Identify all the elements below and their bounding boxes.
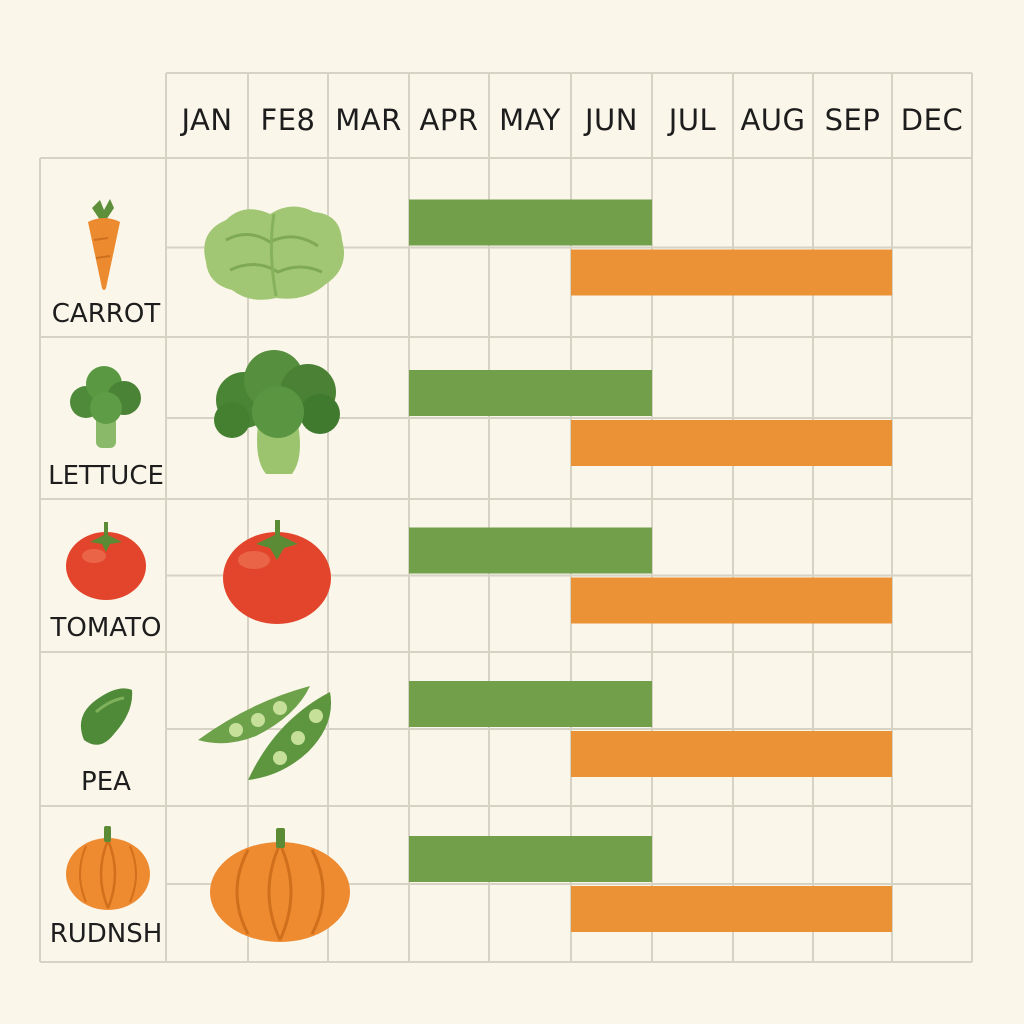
bar-orange-lettuce: [571, 420, 892, 466]
month-label: AUG: [740, 103, 805, 137]
row-illustrations: [198, 206, 350, 942]
tomato-large-icon: [223, 520, 331, 624]
row-icons: [66, 199, 150, 910]
month-label: MAY: [499, 103, 561, 137]
crop-label: RUDNSH: [50, 919, 163, 949]
pea-pod-large-icon: [198, 686, 332, 780]
crop-label: PEA: [81, 767, 131, 797]
pumpkin-large-icon: [210, 828, 350, 942]
bar-green-pea: [409, 681, 652, 727]
tomato-icon: [66, 522, 146, 600]
chart-labels: JAN FE8 MAR APR MAY JUN JUL AUG SEP DEC CARROT LETT…: [48, 103, 963, 949]
bar-orange-rudnsh: [571, 886, 892, 932]
chart-bars: [409, 199, 892, 932]
bar-orange-pea: [571, 731, 892, 777]
month-label: SEP: [825, 103, 881, 137]
crop-label: LETTUCE: [48, 461, 164, 491]
month-label: FE8: [261, 103, 316, 137]
month-label: JAN: [179, 103, 232, 137]
month-label: MAR: [335, 103, 402, 137]
month-label: JUL: [667, 103, 716, 137]
month-label: JUN: [583, 103, 638, 137]
month-label: DEC: [901, 103, 963, 137]
pea-icon: [80, 688, 133, 745]
broccoli-icon: [214, 350, 340, 474]
lettuce-icon: [70, 366, 141, 448]
cabbage-icon: [204, 206, 344, 300]
bar-green-tomato: [409, 527, 652, 574]
crop-label: TOMATO: [50, 613, 162, 643]
bar-green-carrot: [409, 199, 652, 246]
bar-green-lettuce: [409, 370, 652, 416]
bar-orange-carrot: [571, 249, 892, 296]
bar-green-rudnsh: [409, 836, 652, 882]
pumpkin-icon: [66, 826, 150, 910]
carrot-icon: [88, 199, 120, 290]
bar-orange-tomato: [571, 577, 892, 624]
crop-label: CARROT: [52, 299, 161, 329]
month-label: APR: [420, 103, 479, 137]
